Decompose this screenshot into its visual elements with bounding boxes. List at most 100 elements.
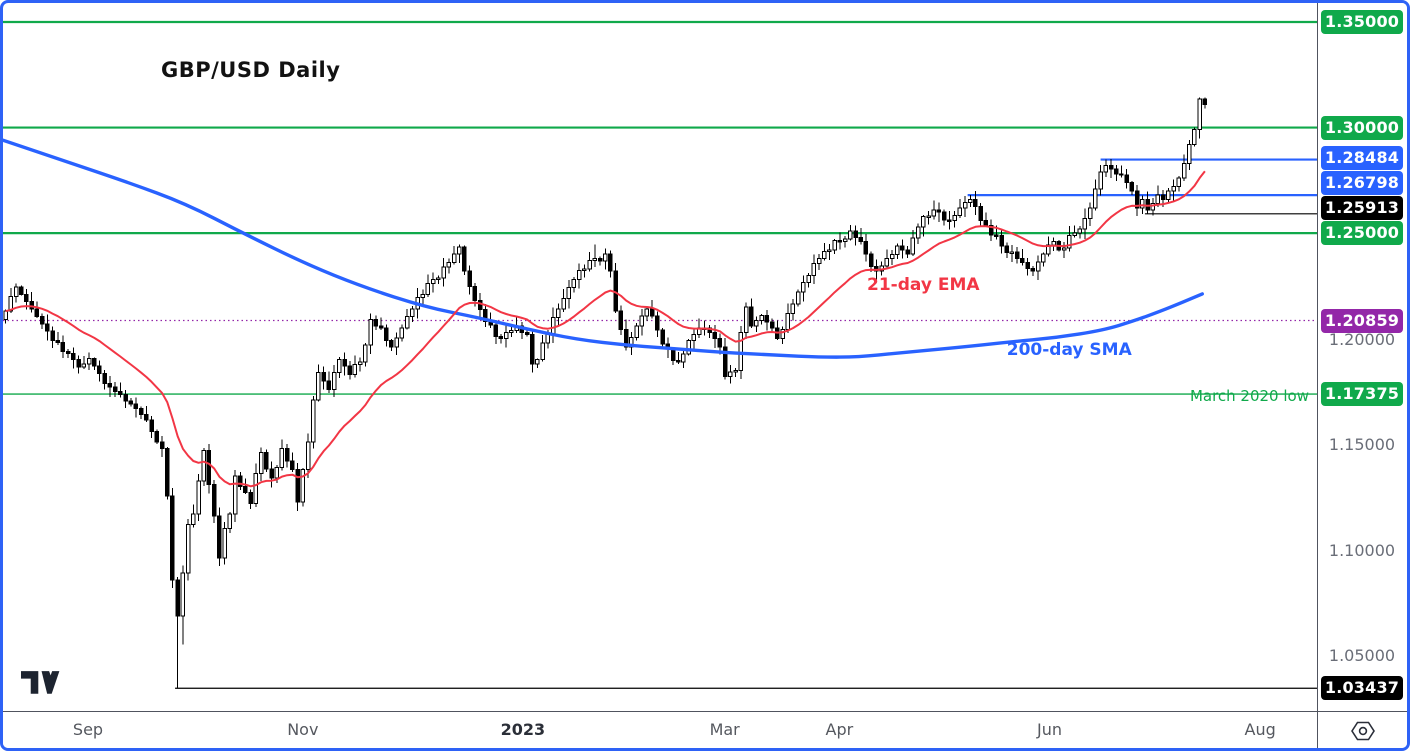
candle-body bbox=[1176, 177, 1182, 188]
candle-body bbox=[962, 202, 968, 209]
candle-body bbox=[71, 352, 76, 361]
candle-body bbox=[112, 386, 118, 393]
candle-body bbox=[827, 249, 832, 252]
candle-body bbox=[670, 348, 676, 362]
candle-body bbox=[801, 282, 806, 293]
candle-body bbox=[284, 447, 290, 462]
candle-body bbox=[691, 334, 697, 342]
candle-body bbox=[957, 207, 963, 217]
candle-body bbox=[8, 295, 14, 312]
candle-body bbox=[524, 331, 530, 335]
candle-body bbox=[1155, 194, 1161, 205]
candles-layer bbox=[3, 97, 1208, 688]
candle-body bbox=[1072, 232, 1077, 237]
candle-body bbox=[368, 319, 373, 346]
candle-body bbox=[884, 257, 890, 267]
candle-body bbox=[556, 308, 561, 319]
candle-body bbox=[222, 528, 227, 559]
candle-body bbox=[822, 250, 827, 259]
price-scale-settings-icon[interactable] bbox=[1348, 718, 1378, 744]
candle-body bbox=[118, 391, 123, 396]
candle-body bbox=[269, 468, 274, 479]
price-badge-1.25913: 1.25913 bbox=[1321, 196, 1403, 221]
candle-body bbox=[503, 331, 509, 339]
candle-body bbox=[206, 450, 212, 485]
candle-body bbox=[295, 469, 300, 503]
candle-body bbox=[1014, 251, 1020, 259]
candle-body bbox=[436, 277, 441, 281]
price-axis[interactable]: 1.35000 1.30000 1.28484 1.26798 1.25913 1.250… bbox=[1317, 3, 1407, 711]
candle-body bbox=[509, 330, 514, 333]
price-tick-1.10000: 1.10000 bbox=[1328, 540, 1396, 560]
candle-body bbox=[123, 394, 128, 402]
time-axis[interactable]: Sep Nov 2023 Mar Apr Jun Aug bbox=[3, 711, 1317, 748]
candle-body bbox=[941, 211, 947, 221]
candle-body bbox=[1025, 262, 1030, 270]
ema-series-label: 21-day EMA bbox=[867, 274, 980, 295]
candle-body bbox=[1114, 168, 1119, 175]
candle-body bbox=[1046, 244, 1051, 255]
candle-body bbox=[399, 327, 405, 339]
candle-body bbox=[550, 317, 556, 334]
candle-body bbox=[905, 249, 910, 255]
candle-body bbox=[623, 328, 629, 348]
candle-body bbox=[389, 339, 394, 348]
candle-body bbox=[863, 240, 869, 255]
candle-body bbox=[1035, 261, 1041, 272]
candle-body bbox=[1171, 186, 1176, 192]
levels-layer bbox=[3, 20, 1317, 689]
candle-body bbox=[311, 399, 316, 443]
chart-title: GBP/USD Daily bbox=[161, 58, 341, 82]
candle-body bbox=[185, 523, 191, 574]
candle-body bbox=[331, 371, 337, 390]
candle-body bbox=[1009, 251, 1015, 254]
candle-body bbox=[644, 308, 650, 317]
candle-body bbox=[576, 269, 582, 281]
candle-body bbox=[608, 253, 613, 272]
candle-body bbox=[811, 262, 817, 276]
candle-body bbox=[24, 293, 29, 303]
candle-body bbox=[154, 431, 160, 443]
candle-body bbox=[60, 341, 66, 352]
candle-body bbox=[326, 380, 332, 390]
price-tick-1.20000: 1.20000 bbox=[1328, 329, 1396, 349]
time-label-Mar: Mar bbox=[709, 720, 740, 739]
candle-body bbox=[102, 372, 107, 384]
candle-body bbox=[498, 336, 504, 339]
candle-body bbox=[1087, 207, 1093, 219]
candle-body bbox=[430, 279, 436, 284]
candle-body bbox=[373, 319, 379, 327]
candle-body bbox=[743, 306, 749, 333]
candle-body bbox=[848, 230, 853, 240]
candle-body bbox=[472, 285, 478, 302]
candle-body bbox=[144, 414, 149, 421]
time-label-Apr: Apr bbox=[825, 720, 854, 739]
axis-corner bbox=[1317, 711, 1407, 748]
candle-body bbox=[1197, 98, 1202, 131]
plot-area[interactable]: GBP/USD Daily 21-day EMA 200-day SMA Mar… bbox=[3, 3, 1317, 711]
candle-body bbox=[410, 308, 415, 318]
candle-body bbox=[530, 333, 535, 365]
candle-body bbox=[649, 308, 655, 317]
candle-body bbox=[279, 447, 285, 468]
candle-body bbox=[1077, 228, 1082, 234]
candle-body bbox=[441, 266, 446, 279]
candle-body bbox=[1067, 235, 1072, 249]
candle-body bbox=[191, 513, 196, 525]
candle-body bbox=[81, 363, 87, 368]
candle-body bbox=[931, 209, 936, 217]
candle-body bbox=[681, 353, 686, 363]
ema-line bbox=[5, 170, 1206, 488]
candle-body bbox=[1061, 247, 1067, 251]
candle-body bbox=[227, 513, 233, 530]
candle-body bbox=[107, 382, 113, 388]
candle-body bbox=[483, 308, 488, 323]
candlestick-plot[interactable] bbox=[3, 3, 1317, 711]
candle-body bbox=[305, 441, 311, 471]
tradingview-logo[interactable] bbox=[21, 671, 61, 695]
candle-body bbox=[728, 371, 733, 378]
candle-body bbox=[243, 485, 248, 494]
candle-body bbox=[180, 572, 186, 617]
candle-body bbox=[634, 325, 639, 338]
